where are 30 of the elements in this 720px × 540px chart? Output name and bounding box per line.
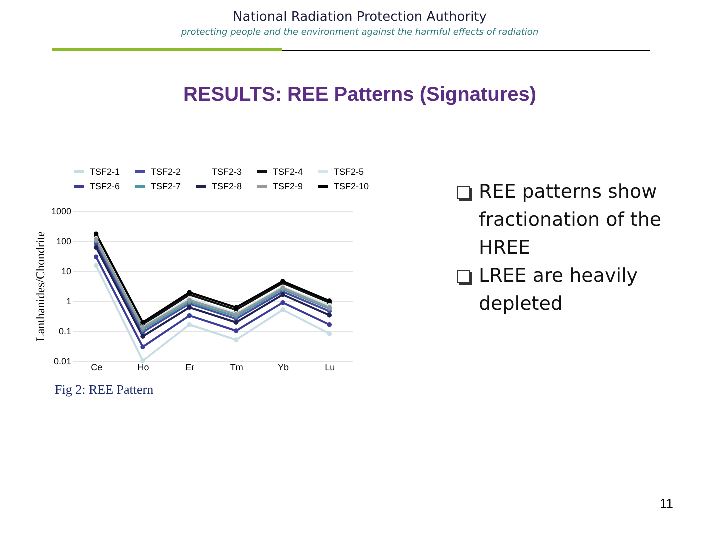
y-axis-title: Lanthanides/Chondrite — [33, 232, 48, 342]
legend-label: TSF2-2 — [151, 166, 182, 177]
text: REE patterns show fractionation of the HREE — [478, 180, 663, 261]
legend-label: TSF2-9 — [273, 182, 304, 192]
y-tick-label: 100 — [56, 236, 72, 246]
x-tick-label: Er — [186, 362, 195, 372]
legend-label: TSF2-10 — [334, 182, 370, 192]
x-tick-label: Ho — [138, 362, 150, 372]
legend-label: TSF2-7 — [151, 182, 182, 192]
text: protecting people and the environment against the harmful effects of radiation — [180, 28, 540, 38]
legend-label: TSF2-5 — [334, 166, 364, 177]
chart-title: RESULTS: REE Patterns (Signatures) — [182, 84, 538, 107]
legend-label: TSF2-6 — [90, 182, 120, 192]
y-tick-label: 0.1 — [58, 326, 72, 336]
text: TSF2-3 — [212, 166, 242, 177]
text: National Radiation Protection Authority — [232, 10, 488, 25]
text: 11 — [660, 496, 674, 511]
y-tick-label: 1 — [66, 296, 72, 306]
text: LREE are heavily depleted — [478, 264, 640, 317]
caption: Fig 2: REE Pattern — [55, 382, 154, 398]
legend-label: TSF2-1 — [90, 166, 120, 177]
x-tick-label: Ce — [91, 362, 103, 372]
x-tick-label: Yb — [278, 362, 290, 372]
legend-label: TSF2-8 — [212, 182, 242, 192]
y-tick-label: 0.01 — [54, 356, 72, 366]
y-tick-label: 1000 — [51, 206, 72, 216]
legend-label: TSF2-4 — [273, 166, 304, 177]
x-tick-label: Lu — [325, 362, 336, 372]
y-tick-label: 10 — [61, 266, 72, 276]
x-tick-label: Tm — [230, 362, 244, 372]
